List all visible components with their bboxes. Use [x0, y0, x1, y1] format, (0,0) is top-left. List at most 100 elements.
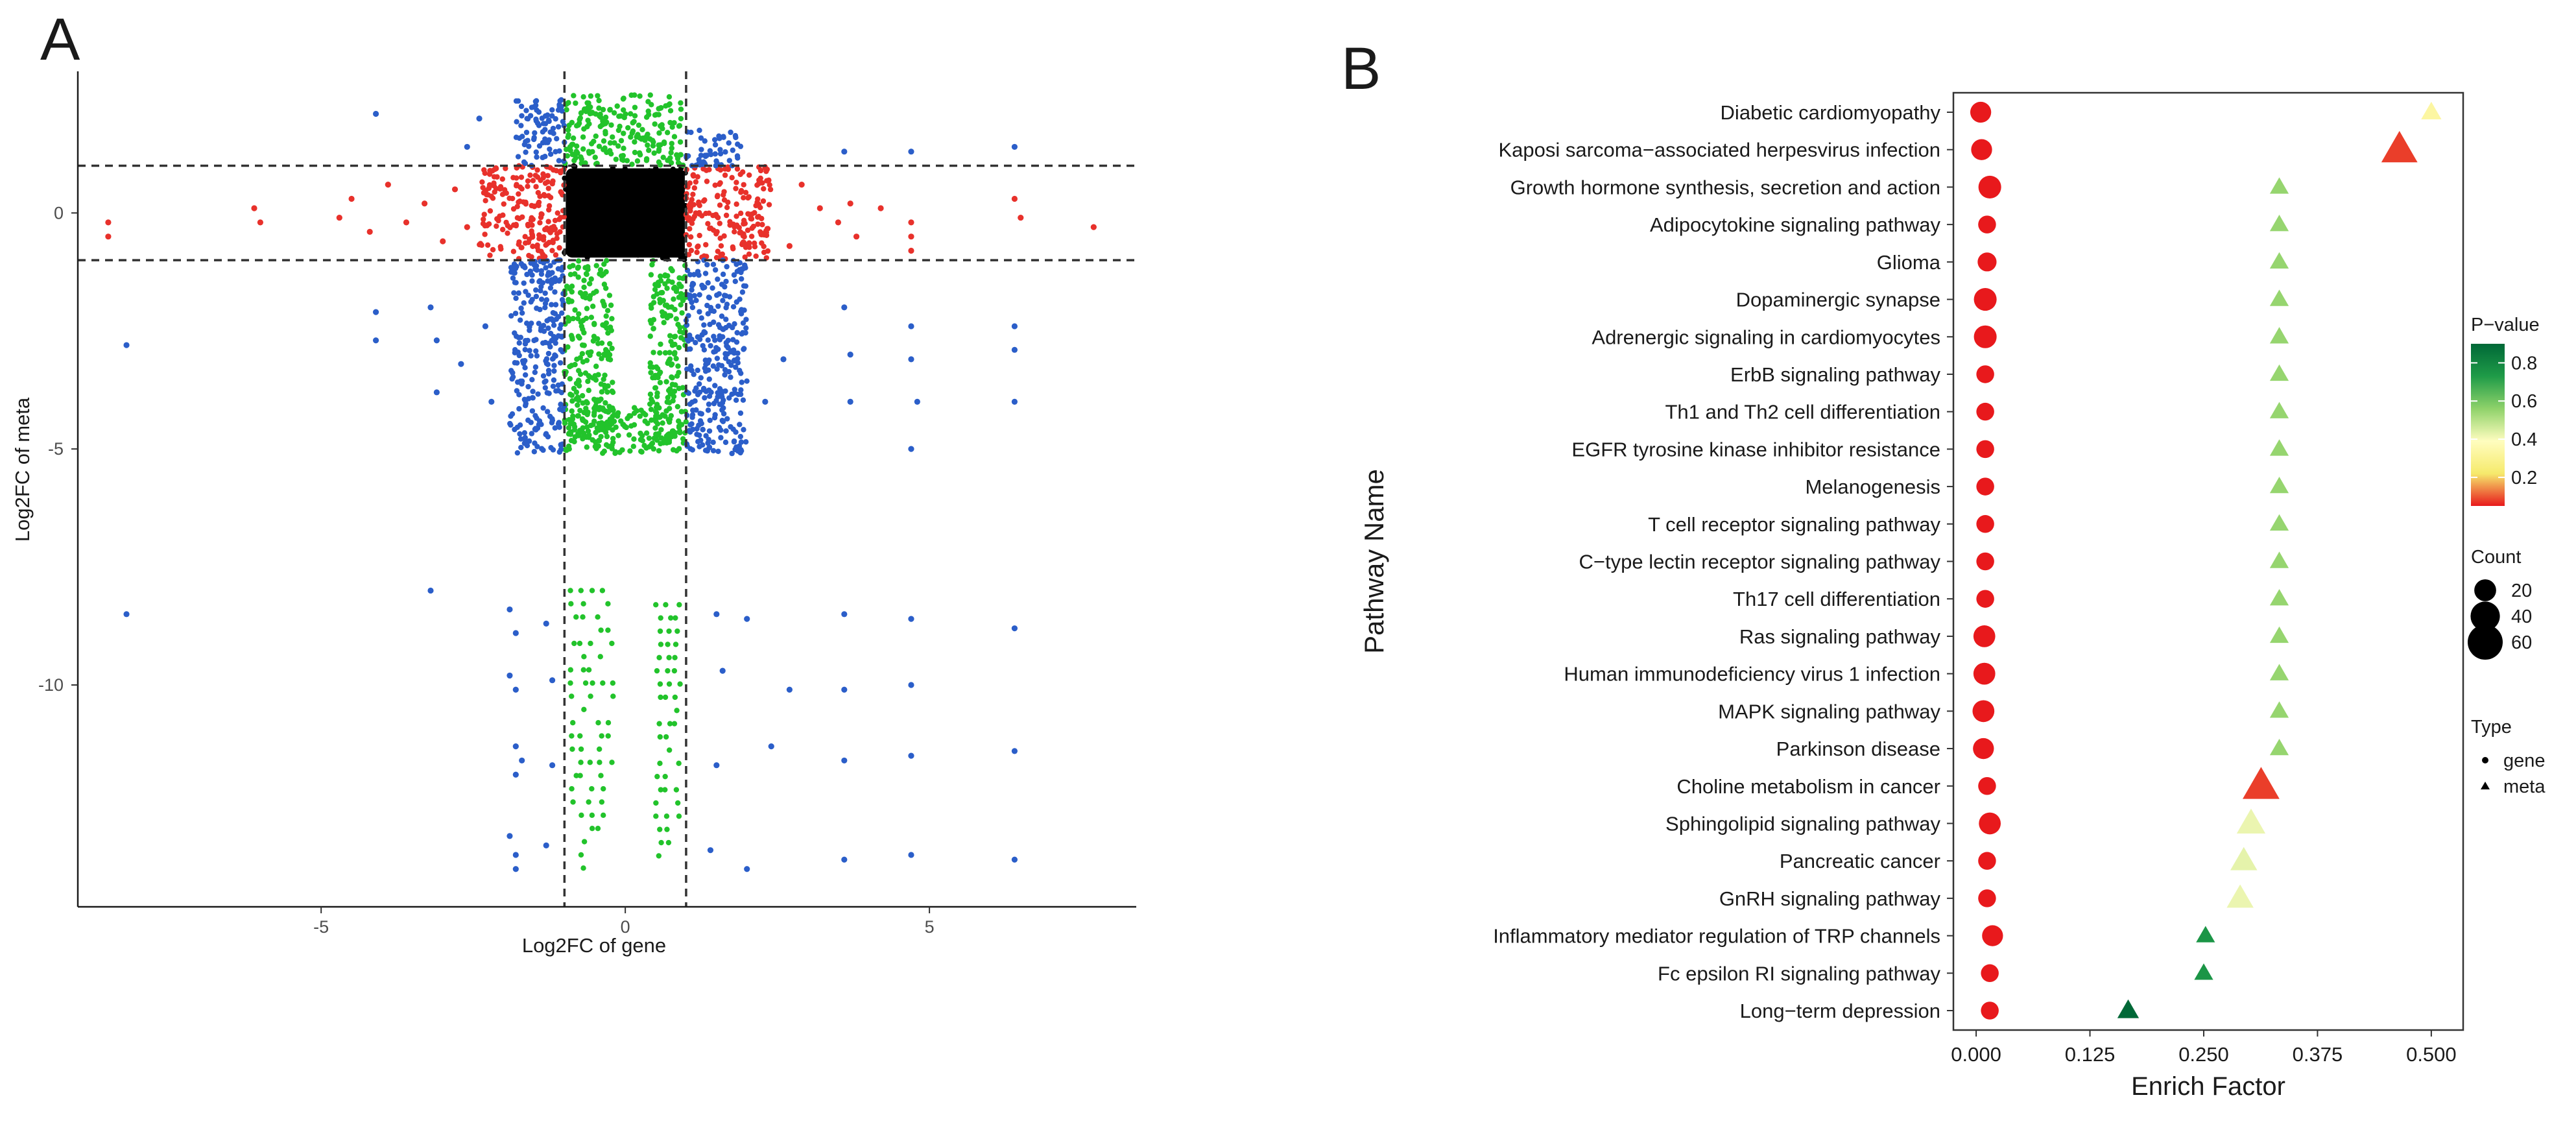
point-meta_only — [571, 152, 577, 158]
point-both — [741, 427, 746, 433]
point-both — [705, 407, 711, 413]
point-both — [706, 393, 713, 399]
point-meta_only — [657, 826, 663, 832]
point-meta_only — [658, 839, 664, 846]
point-gene_only — [730, 244, 736, 250]
point-gene_only — [724, 204, 730, 211]
gene-point — [1974, 288, 1997, 311]
legend-type-title: Type — [2471, 717, 2512, 738]
point-both — [698, 315, 704, 321]
point-meta_only — [606, 444, 612, 450]
point-meta_only — [575, 402, 580, 408]
point-both — [557, 326, 563, 331]
point-both — [476, 115, 483, 122]
point-gene_only — [704, 178, 710, 184]
point-neither — [654, 197, 660, 203]
x-tick-label: 0 — [621, 917, 630, 937]
point-meta_only — [584, 100, 590, 106]
point-gene_only — [746, 194, 752, 200]
point-meta_only — [647, 92, 653, 98]
point-both — [540, 129, 546, 135]
point-meta_only — [669, 268, 675, 274]
point-both — [715, 346, 721, 352]
point-gene_only — [480, 185, 486, 191]
point-gene_only — [505, 230, 510, 236]
point-meta_only — [645, 108, 651, 114]
point-both — [908, 752, 914, 759]
point-both — [712, 142, 719, 148]
point-meta_only — [589, 588, 595, 594]
point-both — [914, 398, 920, 405]
point-both — [841, 686, 848, 693]
point-meta_only — [634, 158, 641, 164]
pathway-label: Human immunodeficiency virus 1 infection — [1564, 663, 1940, 686]
point-meta_only — [653, 800, 659, 806]
point-both — [730, 304, 737, 310]
point-meta_only — [596, 105, 602, 111]
point-both — [560, 119, 566, 125]
streak-meta-3 — [595, 588, 606, 832]
point-both — [691, 293, 697, 299]
point-neither — [669, 200, 675, 206]
point-both — [523, 139, 529, 145]
point-gene_only — [482, 170, 488, 176]
point-meta_only — [645, 142, 650, 148]
point-both — [710, 285, 715, 291]
point-meta_only — [676, 418, 682, 424]
point-both — [547, 285, 554, 291]
point-both — [688, 129, 694, 136]
point-meta_only — [609, 640, 615, 647]
point-meta_only — [669, 124, 675, 130]
point-meta_only — [602, 400, 608, 406]
point-meta_only — [666, 439, 673, 445]
point-meta_only — [585, 350, 591, 355]
point-gene_only — [753, 202, 759, 209]
point-both — [548, 444, 554, 451]
point-both — [547, 146, 553, 152]
point-both — [512, 852, 519, 858]
point-both — [533, 149, 539, 155]
point-meta_only — [677, 328, 683, 335]
point-meta_only — [678, 115, 684, 122]
point-meta_only — [565, 127, 571, 133]
point-meta_only — [586, 667, 592, 673]
point-meta_only — [673, 787, 680, 793]
type-legend-label: meta — [2503, 776, 2546, 797]
point-gene_only — [483, 198, 488, 204]
point-both — [1011, 856, 1018, 863]
point-meta_only — [609, 345, 615, 352]
point-gene_only — [733, 201, 739, 207]
point-gene_only — [696, 201, 702, 207]
point-gene_only — [734, 166, 741, 172]
point-neither — [580, 191, 586, 197]
point-meta_only — [576, 433, 582, 438]
dense-region-both-8 — [683, 257, 750, 457]
point-neither — [672, 206, 678, 212]
point-gene_only — [741, 195, 746, 201]
x-tick-label: 0.375 — [2293, 1043, 2343, 1066]
point-both — [762, 398, 769, 405]
point-meta_only — [678, 422, 685, 427]
point-both — [703, 361, 709, 368]
point-gene_only — [835, 219, 842, 226]
point-both — [689, 414, 695, 420]
point-meta_only — [580, 134, 586, 140]
point-meta_only — [578, 588, 584, 594]
point-gene_only — [743, 189, 749, 196]
point-neither — [650, 202, 656, 209]
point-neither — [652, 209, 658, 215]
meta-triangle — [2230, 846, 2258, 870]
point-both — [713, 611, 720, 618]
point-both — [525, 383, 531, 390]
point-gene_only — [422, 200, 428, 207]
point-meta_only — [578, 154, 584, 160]
point-meta_only — [673, 642, 679, 647]
point-gene_only — [718, 243, 724, 249]
point-neither — [645, 204, 651, 210]
point-meta_only — [570, 263, 576, 269]
point-meta_only — [657, 734, 663, 740]
point-meta_only — [581, 126, 587, 132]
point-both — [738, 370, 744, 376]
point-both — [555, 266, 562, 272]
point-both — [695, 269, 701, 274]
